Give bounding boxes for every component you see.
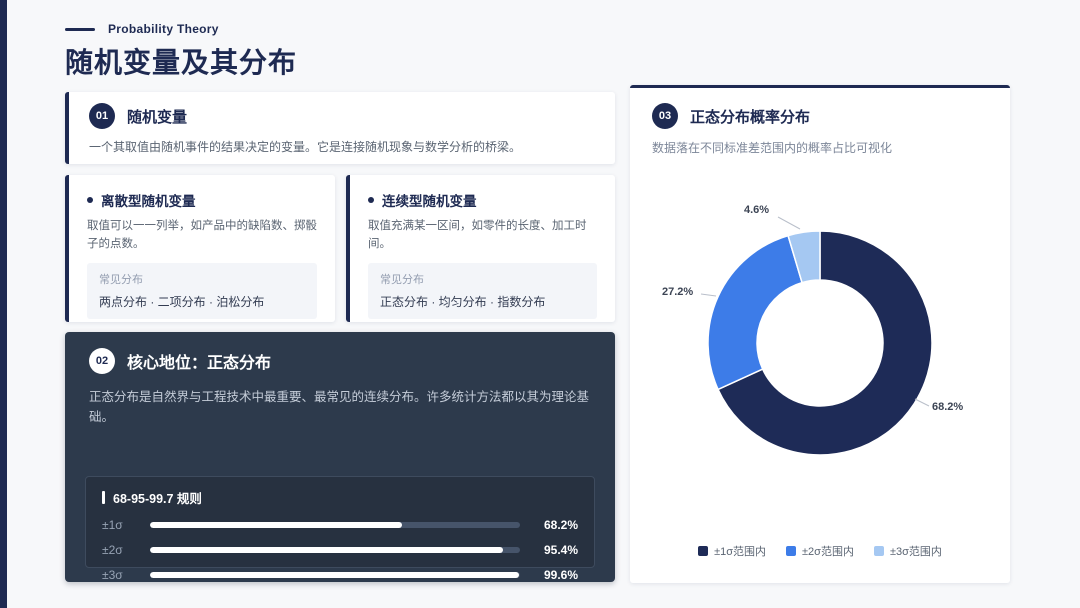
- legend-swatch: [698, 546, 709, 556]
- legend-swatch: [873, 546, 884, 556]
- card1-body: 一个其取值由随机事件的结果决定的变量。它是连接随机现象与数学分析的桥梁。: [89, 140, 522, 154]
- slice-label-68: 68.2%: [932, 401, 964, 413]
- sigma-bar-row: ±1σ 68.2%: [102, 518, 578, 532]
- number-badge-02: 02: [89, 348, 115, 374]
- card2-header: 02 核心地位：正态分布: [89, 348, 591, 374]
- donut-slice-±1σ范围内: [717, 230, 933, 456]
- bar-label: ±1σ: [102, 518, 123, 532]
- rule-tick: [102, 491, 105, 504]
- card1-header: 01 随机变量: [89, 103, 595, 129]
- callout-line-27: [700, 293, 717, 297]
- donut-slice-±3σ范围内: [787, 230, 821, 284]
- card-discrete-variable: 离散型随机变量 取值可以一一列举，如产品中的缺陷数、掷骰子的点数。 常见分布 两…: [65, 175, 335, 322]
- eyebrow: Probability Theory: [65, 22, 297, 36]
- bar-track: [150, 522, 520, 528]
- bar-percentage: 95.4%: [543, 543, 578, 557]
- sigma-bar-row: ±2σ 95.4%: [102, 543, 578, 557]
- card2-title: 核心地位：正态分布: [127, 355, 272, 372]
- chart-legend: ±1σ范围内 ±2σ范围内 ±3σ范围内: [630, 543, 1010, 559]
- discrete-distributions-panel: 常见分布 两点分布 · 二项分布 · 泊松分布: [87, 262, 317, 319]
- bar-fill: [150, 547, 503, 553]
- discrete-title: 离散型随机变量: [101, 194, 196, 209]
- slice-label-27: 27.2%: [662, 286, 694, 298]
- card3-title: 正态分布概率分布: [690, 108, 811, 126]
- bar-fill: [150, 522, 403, 528]
- bar-label: ±3σ: [102, 568, 123, 582]
- legend-label: ±1σ范围内: [714, 546, 767, 558]
- card-continuous-variable: 连续型随机变量 取值充满某一区间，如零件的长度、加工时间。 常见分布 正态分布 …: [346, 175, 615, 322]
- legend-swatch: [786, 546, 797, 556]
- eyebrow-text: Probability Theory: [108, 22, 219, 36]
- callout-line-46: [777, 216, 801, 230]
- left-accent-band: [0, 0, 7, 608]
- card-random-variable: 01 随机变量 一个其取值由随机事件的结果决定的变量。它是连接随机现象与数学分析…: [65, 92, 615, 164]
- rule-title-row: 68-95-99.7 规则: [102, 488, 578, 507]
- slice-label-46: 4.6%: [744, 204, 770, 216]
- bullet-icon: [368, 197, 374, 203]
- bar-track: [150, 572, 520, 578]
- page-title: 随机变量及其分布: [65, 47, 298, 78]
- sigma-bar-row: ±3σ 99.6%: [102, 568, 578, 582]
- continuous-body: 取值充满某一区间，如零件的长度、加工时间。: [368, 220, 587, 250]
- number-badge-01: 01: [89, 103, 115, 129]
- slide-header: Probability Theory 随机变量及其分布: [65, 22, 297, 81]
- card-normal-distribution: 02 核心地位：正态分布 正态分布是自然界与工程技术中最重要、最常见的连续分布。…: [65, 332, 615, 582]
- panel-value: 正态分布 · 均匀分布 · 指数分布: [380, 294, 546, 309]
- discrete-title-row: 离散型随机变量: [87, 190, 317, 210]
- card3-subtitle: 数据落在不同标准差范围内的概率占比可视化: [652, 141, 893, 155]
- rule-68-95-997-panel: 68-95-99.7 规则 ±1σ 68.2% ±2σ 95.4% ±3σ 99…: [85, 476, 595, 582]
- panel-label: 常见分布: [99, 273, 143, 286]
- bullet-icon: [87, 197, 93, 203]
- bar-percentage: 99.6%: [543, 568, 578, 582]
- donut-chart-svg: [700, 216, 933, 456]
- panel-value: 两点分布 · 二项分布 · 泊松分布: [99, 294, 265, 309]
- legend-item-sigma2: ±2σ范围内: [786, 543, 854, 559]
- card2-body: 正态分布是自然界与工程技术中最重要、最常见的连续分布。许多统计方法都以其为理论基…: [89, 390, 590, 424]
- legend-item-sigma3: ±3σ范围内: [873, 543, 942, 559]
- donut-chart: [670, 193, 970, 493]
- continuous-title: 连续型随机变量: [382, 194, 477, 209]
- card-probability-chart: 03 正态分布概率分布 数据落在不同标准差范围内的概率占比可视化 68.2% 2…: [630, 85, 1010, 583]
- card3-header: 03 正态分布概率分布: [652, 103, 988, 129]
- rule-title: 68-95-99.7 规则: [113, 492, 202, 506]
- bar-fill: [150, 572, 519, 578]
- eyebrow-line: [65, 27, 95, 31]
- bar-percentage: 68.2%: [543, 518, 578, 532]
- bar-track: [150, 547, 520, 553]
- legend-label: ±3σ范围内: [889, 546, 942, 558]
- panel-label: 常见分布: [380, 273, 424, 286]
- legend-item-sigma1: ±1σ范围内: [698, 543, 766, 559]
- discrete-body: 取值可以一一列举，如产品中的缺陷数、掷骰子的点数。: [87, 220, 317, 250]
- bar-label: ±2σ: [102, 543, 123, 557]
- number-badge-03: 03: [652, 103, 678, 129]
- donut-slice-±2σ范围内: [707, 234, 803, 391]
- continuous-title-row: 连续型随机变量: [368, 190, 597, 210]
- callout-line-68: [914, 398, 930, 407]
- legend-label: ±2σ范围内: [802, 546, 854, 558]
- card1-title: 随机变量: [127, 108, 188, 126]
- continuous-distributions-panel: 常见分布 正态分布 · 均匀分布 · 指数分布: [368, 262, 597, 319]
